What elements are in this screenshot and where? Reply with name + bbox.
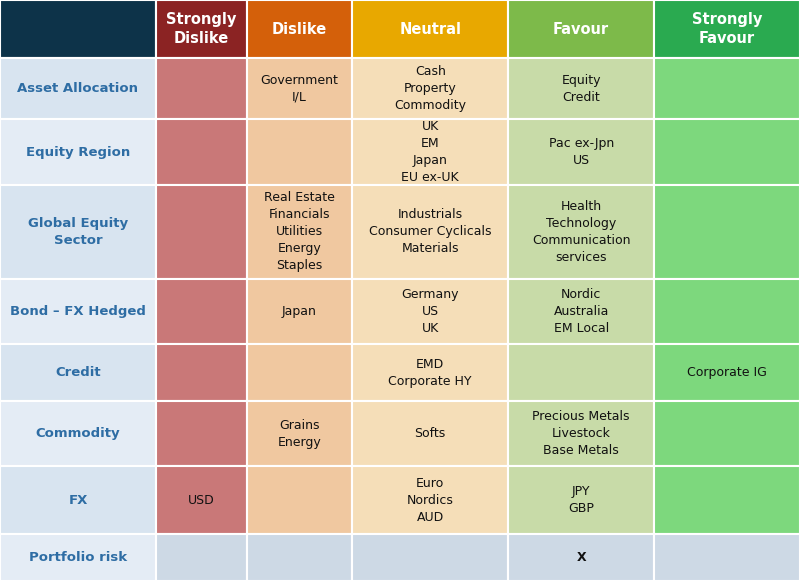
Text: Germany
US
UK: Germany US UK — [402, 288, 459, 335]
Text: Industrials
Consumer Cyclicals
Materials: Industrials Consumer Cyclicals Materials — [369, 209, 491, 255]
Bar — [508, 185, 654, 279]
Bar — [0, 534, 156, 581]
Bar — [246, 345, 352, 401]
Bar — [654, 58, 800, 119]
Text: Asset Allocation: Asset Allocation — [18, 82, 138, 95]
Bar — [246, 401, 352, 467]
Text: USD: USD — [188, 494, 214, 507]
Bar — [508, 401, 654, 467]
Bar — [0, 119, 156, 185]
Text: Dislike: Dislike — [272, 21, 327, 37]
Text: X: X — [576, 551, 586, 564]
Text: Euro
Nordics
AUD: Euro Nordics AUD — [406, 477, 454, 524]
Text: Strongly
Dislike: Strongly Dislike — [166, 12, 237, 46]
Bar — [508, 534, 654, 581]
Bar — [352, 119, 508, 185]
Text: Grains
Energy: Grains Energy — [278, 419, 322, 449]
Text: Bond – FX Hedged: Bond – FX Hedged — [10, 305, 146, 318]
Bar — [654, 119, 800, 185]
Bar — [508, 0, 654, 58]
Bar — [246, 119, 352, 185]
Bar — [508, 345, 654, 401]
Text: Neutral: Neutral — [399, 21, 461, 37]
Text: Cash
Property
Commodity: Cash Property Commodity — [394, 65, 466, 112]
Text: Equity Region: Equity Region — [26, 146, 130, 159]
Text: Commodity: Commodity — [36, 427, 120, 440]
Bar — [508, 279, 654, 345]
Text: Precious Metals
Livestock
Base Metals: Precious Metals Livestock Base Metals — [532, 410, 630, 457]
Bar — [156, 185, 246, 279]
Bar — [654, 185, 800, 279]
Bar — [508, 467, 654, 534]
Bar — [246, 534, 352, 581]
Bar — [156, 467, 246, 534]
Bar — [508, 58, 654, 119]
Text: Global Equity
Sector: Global Equity Sector — [28, 217, 128, 247]
Text: Pac ex-Jpn
US: Pac ex-Jpn US — [549, 137, 614, 167]
Bar — [508, 119, 654, 185]
Bar — [156, 279, 246, 345]
Text: Favour: Favour — [553, 21, 609, 37]
Text: Equity
Credit: Equity Credit — [562, 74, 601, 103]
Text: Japan: Japan — [282, 305, 317, 318]
Text: UK
EM
Japan
EU ex-UK: UK EM Japan EU ex-UK — [402, 120, 459, 184]
Bar — [246, 467, 352, 534]
Bar — [352, 467, 508, 534]
Bar — [352, 0, 508, 58]
Text: Credit: Credit — [55, 366, 101, 379]
Bar — [246, 185, 352, 279]
Bar — [0, 58, 156, 119]
Text: JPY
GBP: JPY GBP — [568, 485, 594, 515]
Bar — [352, 185, 508, 279]
Bar — [352, 345, 508, 401]
Bar — [654, 279, 800, 345]
Bar — [156, 345, 246, 401]
Bar — [156, 0, 246, 58]
Bar — [654, 401, 800, 467]
Bar — [156, 534, 246, 581]
Text: Nordic
Australia
EM Local: Nordic Australia EM Local — [554, 288, 609, 335]
Text: Strongly
Favour: Strongly Favour — [692, 12, 762, 46]
Text: Portfolio risk: Portfolio risk — [29, 551, 127, 564]
Bar — [352, 401, 508, 467]
Bar — [654, 345, 800, 401]
Bar — [156, 58, 246, 119]
Bar — [352, 58, 508, 119]
Text: FX: FX — [68, 494, 88, 507]
Text: Health
Technology
Communication
services: Health Technology Communication services — [532, 200, 630, 264]
Bar — [156, 401, 246, 467]
Bar — [246, 0, 352, 58]
Bar — [0, 467, 156, 534]
Bar — [352, 279, 508, 345]
Bar — [246, 279, 352, 345]
Bar — [0, 279, 156, 345]
Bar — [654, 534, 800, 581]
Bar — [654, 467, 800, 534]
Bar — [0, 185, 156, 279]
Bar — [0, 0, 156, 58]
Text: Government
I/L: Government I/L — [261, 74, 338, 103]
Bar — [246, 58, 352, 119]
Bar — [0, 345, 156, 401]
Text: EMD
Corporate HY: EMD Corporate HY — [389, 358, 472, 388]
Text: Corporate IG: Corporate IG — [687, 366, 767, 379]
Text: Real Estate
Financials
Utilities
Energy
Staples: Real Estate Financials Utilities Energy … — [264, 191, 335, 272]
Bar — [352, 534, 508, 581]
Bar — [156, 119, 246, 185]
Bar — [0, 401, 156, 467]
Text: Softs: Softs — [414, 427, 446, 440]
Bar — [654, 0, 800, 58]
